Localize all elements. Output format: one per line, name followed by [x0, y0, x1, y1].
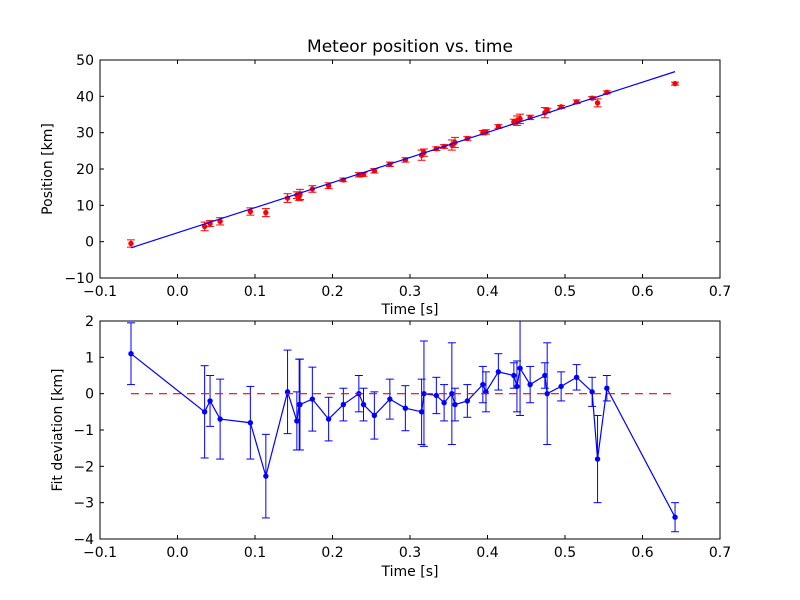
deviation-data-point: [309, 396, 316, 402]
position-y-tick-label: −10: [64, 271, 94, 287]
deviation-data-point: [325, 416, 332, 422]
deviation-ticks: −0.1 0.0 0.1 0.2 0.3 0.4 0.5 0.6 0.7 −4 −3 −2 −1 0 1 2: [73, 314, 731, 561]
position-x-tick-label: 0.2: [321, 284, 343, 300]
deviation-data-point: [441, 400, 447, 406]
deviation-data-point: [517, 365, 523, 371]
position-data-point: [263, 209, 269, 216]
deviation-data-point: [542, 372, 548, 379]
deviation-data-point: [452, 401, 458, 408]
deviation-data-point: [263, 473, 269, 479]
deviation-y-tick-label: −1: [73, 423, 94, 439]
deviation-data-point: [594, 456, 601, 462]
deviation-y-tick-label: 1: [85, 350, 94, 366]
deviation-series-line: [130, 353, 676, 518]
position-data-point: [672, 80, 678, 87]
deviation-data-point: [433, 392, 440, 399]
deviation-x-tick-label: 0.1: [244, 545, 266, 561]
deviation-plot-area: [127, 320, 680, 533]
position-chart: Meteor position vs. time −0.1 0.0 0.1 0.2 0.…: [40, 37, 731, 318]
position-axes-frame: [99, 59, 721, 279]
deviation-data-point: [371, 412, 378, 419]
position-x-tick-label: 0.0: [166, 284, 188, 300]
deviation-data-point: [128, 351, 134, 357]
position-data-point: [517, 116, 523, 122]
deviation-data-point: [464, 398, 471, 404]
position-x-tick-label: −0.1: [83, 284, 117, 300]
deviation-data-point: [387, 396, 393, 402]
deviation-data-point: [207, 398, 213, 404]
deviation-y-tick-label: −4: [73, 532, 94, 548]
deviation-data-point: [418, 409, 425, 415]
deviation-data-point: [604, 385, 610, 391]
position-y-axis-label: Position [km]: [40, 123, 56, 215]
deviation-data-point: [402, 405, 409, 411]
deviation-data-point: [511, 372, 517, 379]
deviation-x-tick-label: 0.2: [321, 545, 343, 561]
position-y-tick-label: 10: [76, 198, 94, 214]
deviation-x-axis-label: Time [s]: [381, 564, 439, 580]
deviation-x-tick-label: 0.3: [399, 545, 421, 561]
deviation-data-point: [294, 418, 300, 424]
position-x-tick-label: 0.6: [631, 284, 653, 300]
position-data-point: [594, 100, 601, 106]
position-x-tick-label: 0.4: [476, 284, 498, 300]
deviation-data-point: [201, 409, 208, 415]
position-chart-title: Meteor position vs. time: [307, 37, 513, 57]
deviation-y-tick-label: 0: [85, 387, 94, 403]
position-x-tick-label: 0.7: [709, 284, 731, 300]
deviation-y-tick-label: −2: [73, 459, 94, 475]
deviation-y-axis-label: Fit deviation [km]: [50, 368, 66, 491]
deviation-data-point: [495, 369, 502, 375]
deviation-data-point: [527, 381, 533, 388]
position-x-axis-label: Time [s]: [381, 302, 439, 318]
position-y-tick-label: 40: [76, 89, 94, 105]
position-y-tick-label: 20: [76, 162, 94, 178]
position-x-tick-label: 0.1: [244, 284, 266, 300]
deviation-data-point: [247, 420, 254, 426]
deviation-data-point: [340, 401, 347, 408]
deviation-data-point: [558, 383, 564, 390]
position-plot-area: [127, 71, 680, 249]
position-y-tick-label: 0: [85, 235, 94, 251]
deviation-x-tick-label: 0.6: [631, 545, 653, 561]
position-ticks: −0.1 0.0 0.1 0.2 0.3 0.4 0.5 0.6 0.7 −10 0 10 20 30 40…: [64, 53, 731, 300]
deviation-data-point: [573, 374, 580, 381]
deviation-data-point: [297, 401, 303, 408]
deviation-x-tick-label: 0.5: [554, 545, 576, 561]
deviation-y-tick-label: 2: [85, 314, 94, 330]
deviation-data-point: [589, 389, 595, 395]
deviation-y-tick-label: −3: [73, 496, 94, 512]
deviation-x-tick-label: −0.1: [83, 545, 117, 561]
deviation-x-tick-label: 0.4: [476, 545, 498, 561]
deviation-x-tick-label: 0.7: [709, 545, 731, 561]
deviation-data-point: [672, 514, 678, 520]
position-y-tick-label: 30: [76, 126, 94, 142]
position-data-point: [128, 240, 134, 247]
deviation-data-point: [217, 416, 223, 422]
position-y-tick-label: 50: [76, 53, 94, 69]
position-x-tick-label: 0.5: [554, 284, 576, 300]
deviation-axes-frame: [99, 320, 721, 540]
position-x-tick-label: 0.3: [399, 284, 421, 300]
deviation-data-point: [514, 383, 520, 390]
deviation-x-tick-label: 0.0: [166, 545, 188, 561]
position-fit-line: [130, 71, 676, 249]
deviation-data-point: [360, 401, 367, 408]
deviation-chart: −0.1 0.0 0.1 0.2 0.3 0.4 0.5 0.6 0.7−4−3−2−1012 …: [50, 314, 731, 580]
deviation-data-point: [480, 381, 486, 388]
deviation-data-point: [544, 390, 550, 397]
